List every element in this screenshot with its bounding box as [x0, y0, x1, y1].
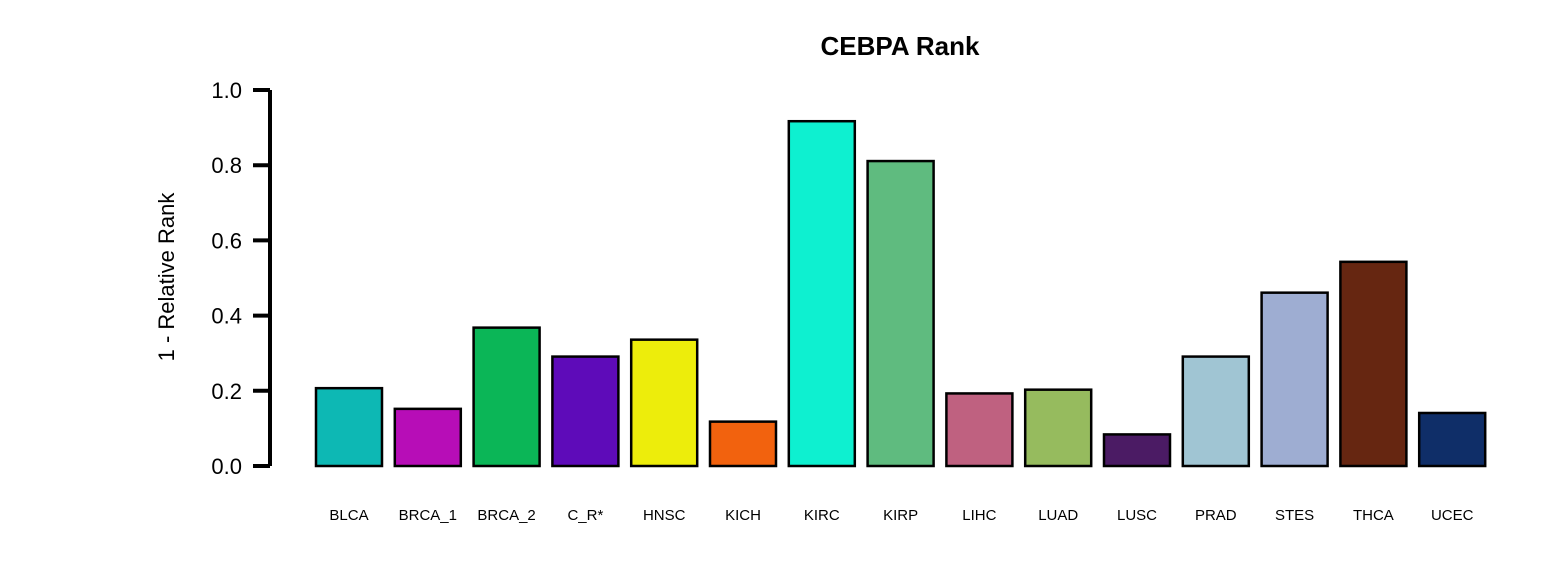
y-tick-label: 0.6	[211, 228, 242, 253]
x-tick-label: STES	[1275, 507, 1314, 524]
bar-brca-1	[393, 407, 463, 468]
bar-lihc	[945, 392, 1014, 468]
bar-kirc	[787, 119, 857, 468]
x-tick-label: KICH	[725, 507, 761, 524]
x-tick-label: LUAD	[1038, 507, 1078, 524]
y-axis: 0.0 0.2 0.4 0.6 0.8 1.0	[211, 78, 272, 479]
y-axis-label: 1 - Relative Rank	[154, 192, 179, 362]
x-tick-labels: BLCA BRCA_1 BRCA_2 C_R* HNSC KICH KIRC KIRP LIHC…	[329, 507, 1473, 524]
y-tick-label: 0.8	[211, 153, 242, 178]
x-tick-label: KIRP	[883, 507, 918, 524]
chart-title: CEBPA Rank	[821, 31, 980, 61]
bar-kirp	[866, 159, 935, 468]
bar-hnsc	[629, 338, 699, 468]
bar-thca	[1339, 260, 1408, 468]
x-tick-label: HNSC	[643, 507, 686, 524]
bars-group	[314, 119, 1487, 468]
y-tick-label: 1.0	[211, 78, 242, 103]
bar-stes	[1260, 291, 1329, 468]
bar-blca	[314, 386, 384, 468]
x-tick-label: BLCA	[329, 507, 368, 524]
y-tick-label: 0.0	[211, 454, 242, 479]
bar-prad	[1181, 355, 1251, 468]
bar-c-r	[551, 355, 620, 468]
x-tick-label: C_R*	[567, 507, 603, 524]
bar-luad	[1023, 388, 1093, 468]
y-tick-label: 0.4	[211, 304, 242, 329]
x-tick-label: UCEC	[1431, 507, 1474, 524]
bar-lusc	[1102, 433, 1172, 468]
x-tick-label: BRCA_1	[399, 507, 457, 524]
x-tick-label: THCA	[1353, 507, 1394, 524]
y-tick-label: 0.2	[211, 379, 242, 404]
bar-brca-2	[472, 326, 541, 468]
bar-kich	[708, 420, 778, 468]
x-tick-label: BRCA_2	[477, 507, 535, 524]
x-tick-label: LUSC	[1117, 507, 1157, 524]
x-tick-label: KIRC	[804, 507, 840, 524]
x-tick-label: PRAD	[1195, 507, 1237, 524]
bar-ucec	[1417, 411, 1487, 468]
x-tick-label: LIHC	[962, 507, 996, 524]
